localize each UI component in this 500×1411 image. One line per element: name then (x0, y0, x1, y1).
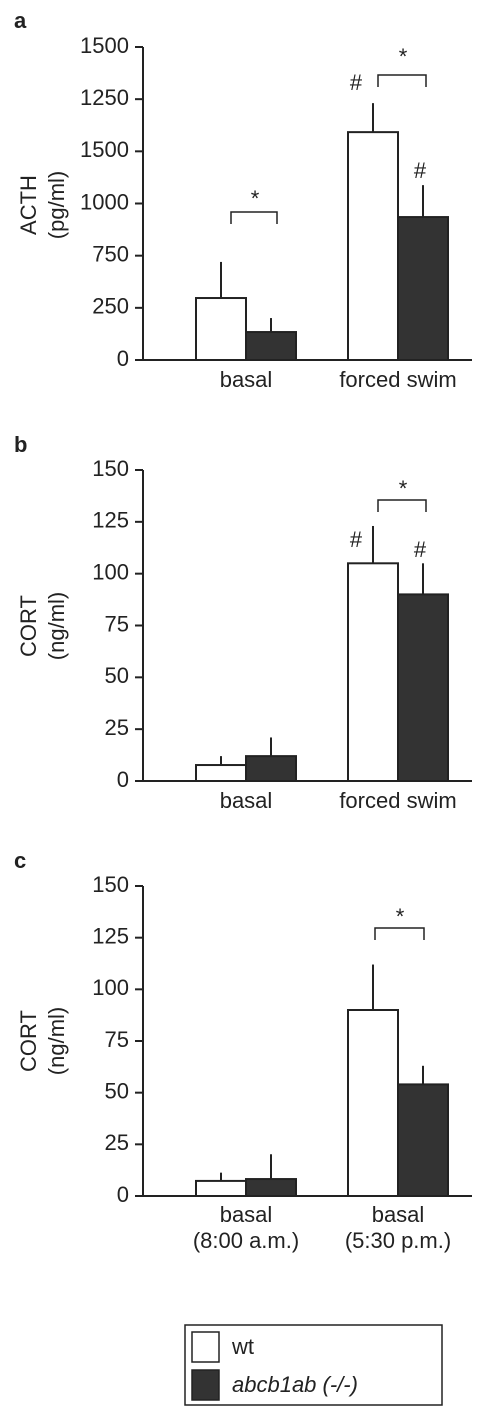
y-tick-label: 250 (92, 294, 129, 319)
bar (245, 755, 297, 782)
y-tick-label: 100 (92, 559, 129, 584)
legend (184, 1324, 443, 1406)
legend-label: wt (231, 1334, 254, 1359)
bar (397, 1083, 449, 1198)
annotation: # (414, 158, 427, 183)
y-tick-label: 1250 (80, 85, 129, 110)
y-axis-label: CORT (16, 595, 41, 657)
y-axis-label: CORT (16, 1010, 41, 1072)
significance-bracket (377, 74, 427, 87)
bar (195, 297, 247, 361)
y-tick-label: 75 (105, 1027, 129, 1052)
y-tick-label: 50 (105, 1078, 129, 1103)
bar (245, 1178, 297, 1198)
bar (397, 593, 449, 783)
bar (195, 764, 247, 783)
x-tick-label: forced swim (339, 367, 456, 392)
legend-swatch (191, 1331, 220, 1363)
x-tick-label: basal (220, 1202, 273, 1227)
annotation: # (414, 537, 427, 562)
significance-bracket (377, 499, 427, 512)
panel-label: c (14, 848, 26, 873)
annotation: * (399, 44, 408, 69)
x-tick-label: basal (372, 1202, 425, 1227)
y-axis-label: (pg/ml) (44, 171, 69, 239)
y-axis-label: ACTH (16, 175, 41, 235)
bar (397, 216, 449, 361)
y-tick-label: 1500 (80, 33, 129, 58)
annotation: # (350, 527, 363, 552)
panel-label: b (14, 432, 27, 457)
y-tick-label: 0 (117, 346, 129, 371)
y-tick-label: 75 (105, 611, 129, 636)
y-tick-label: 750 (92, 241, 129, 266)
bar (245, 331, 297, 361)
panel-label: a (14, 8, 27, 33)
y-tick-label: 1500 (80, 137, 129, 162)
annotation: * (396, 904, 405, 929)
y-tick-label: 150 (92, 456, 129, 481)
legend-label: abcb1ab (-/-) (232, 1372, 358, 1397)
annotation: # (350, 70, 363, 95)
y-tick-label: 0 (117, 1182, 129, 1207)
annotation: * (251, 186, 260, 211)
significance-bracket (374, 927, 425, 940)
bar (347, 1009, 399, 1197)
y-tick-label: 150 (92, 872, 129, 897)
annotation: * (399, 476, 408, 501)
x-tick-label: (5:30 p.m.) (345, 1228, 451, 1253)
y-axis-label: (ng/ml) (44, 1007, 69, 1075)
y-tick-label: 25 (105, 715, 129, 740)
x-tick-label: basal (220, 367, 273, 392)
significance-bracket (230, 211, 278, 224)
y-tick-label: 125 (92, 508, 129, 533)
bar (347, 562, 399, 782)
y-tick-label: 125 (92, 923, 129, 948)
x-tick-label: basal (220, 788, 273, 813)
x-tick-label: (8:00 a.m.) (193, 1228, 299, 1253)
y-tick-label: 50 (105, 663, 129, 688)
y-tick-label: 25 (105, 1130, 129, 1155)
bar (347, 131, 399, 361)
legend-swatch (191, 1369, 220, 1401)
bar (195, 1179, 247, 1197)
y-tick-label: 0 (117, 767, 129, 792)
y-tick-label: 100 (92, 975, 129, 1000)
y-tick-label: 1000 (80, 189, 129, 214)
y-axis-label: (ng/ml) (44, 592, 69, 660)
x-tick-label: forced swim (339, 788, 456, 813)
legend-box (184, 1324, 443, 1406)
